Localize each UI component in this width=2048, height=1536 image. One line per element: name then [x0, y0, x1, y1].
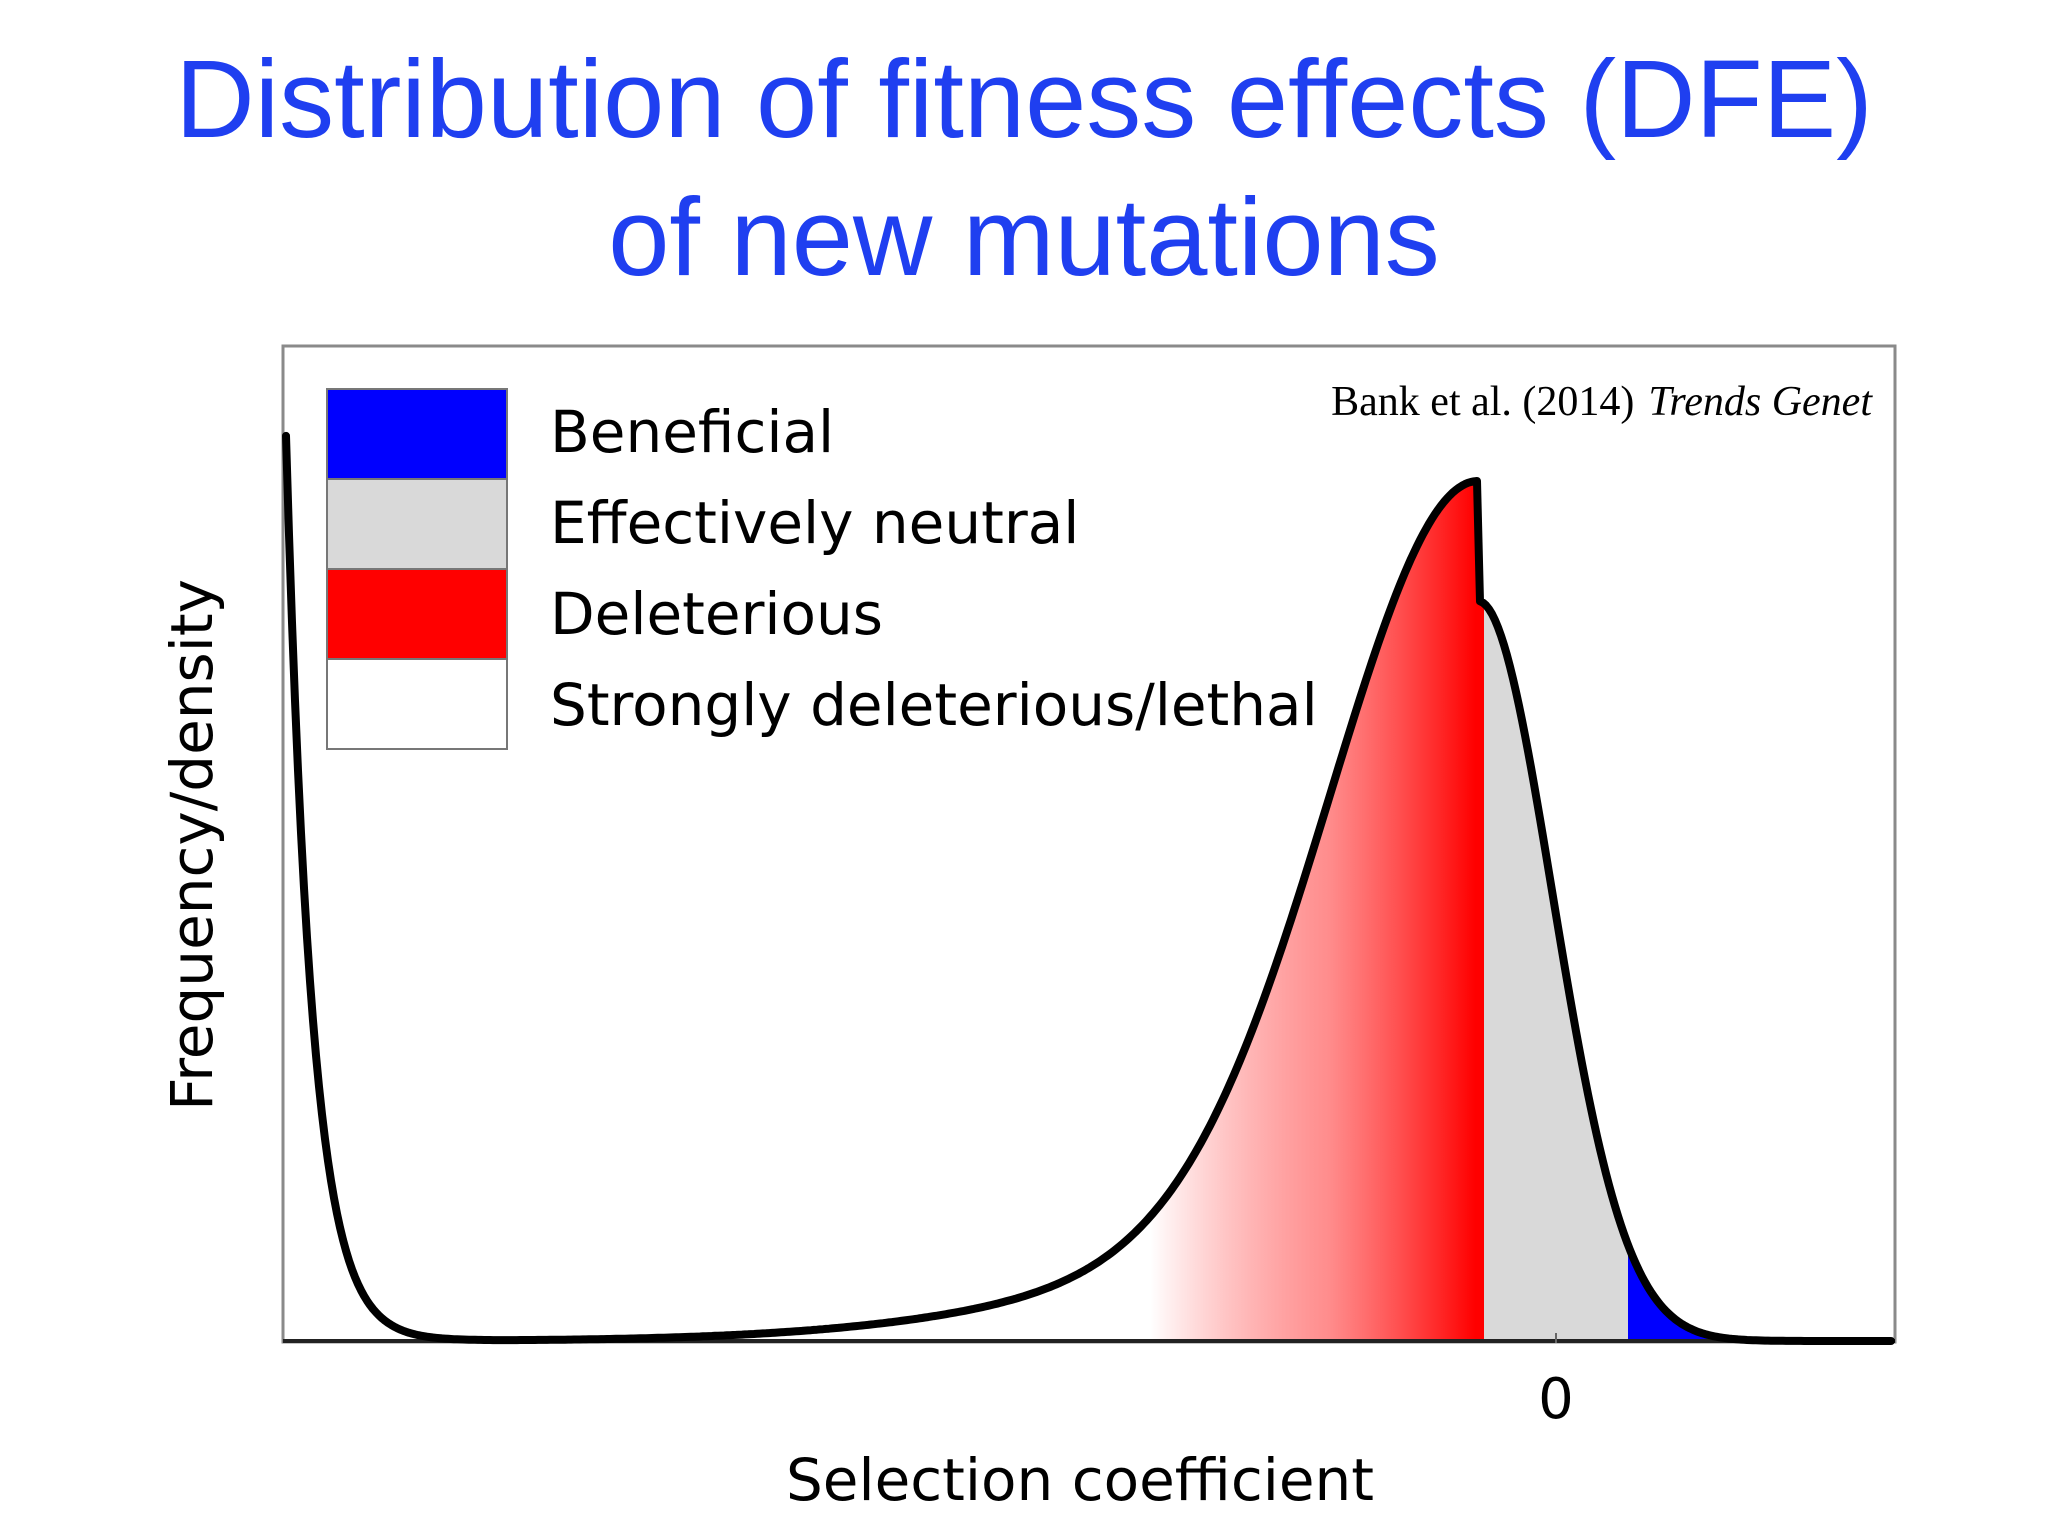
plot-frame	[281, 344, 1897, 1344]
citation-journal: Trends Genet	[1648, 379, 1873, 425]
dfe-curve	[282, 431, 1895, 1345]
citation-authors: Bank et al. (2014)	[1331, 379, 1634, 425]
legend-swatch-deleterious	[326, 568, 508, 660]
legend-label-beneficial: Beneficial	[550, 398, 834, 466]
legend-label-deleterious: Deleterious	[550, 580, 883, 648]
slide-title-line-1: Distribution of fitness effects (DFE)	[175, 38, 1873, 161]
legend: Beneficial Effectively neutral Deleterio…	[326, 388, 1318, 750]
legend-label-strongly-deleterious: Strongly deleterious/lethal	[550, 671, 1318, 739]
legend-swatch-beneficial	[326, 388, 508, 480]
citation: Bank et al. (2014) Trends Genet	[1331, 379, 1873, 425]
y-axis-label: Frequency/density	[158, 579, 226, 1111]
legend-swatch-strongly-deleterious	[326, 658, 508, 750]
legend-swatch-effectively-neutral	[326, 478, 508, 570]
legend-label-effectively-neutral: Effectively neutral	[550, 489, 1079, 557]
x-tick-label-zero: 0	[1538, 1367, 1574, 1432]
slide-title-line-2: of new mutations	[608, 176, 1440, 299]
x-axis-label: Selection coefficient	[786, 1446, 1374, 1514]
